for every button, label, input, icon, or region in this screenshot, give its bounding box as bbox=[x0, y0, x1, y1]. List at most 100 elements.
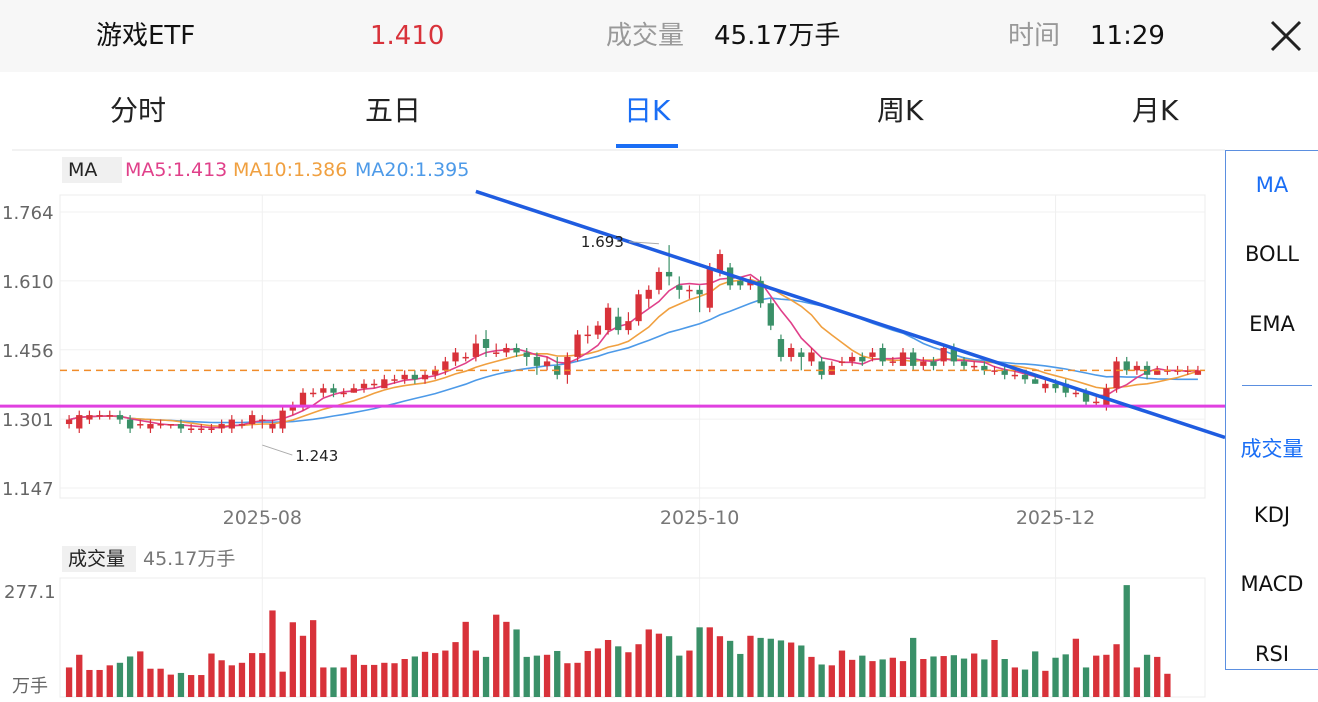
volume-bar bbox=[126, 656, 134, 697]
volume-bar bbox=[930, 656, 937, 697]
price-tick-label: 1.147 bbox=[2, 479, 54, 500]
ma5-legend: MA5:1.413 bbox=[125, 159, 228, 181]
candle-body bbox=[645, 289, 652, 299]
indicator-macd[interactable]: MACD bbox=[1240, 572, 1304, 596]
candle-body bbox=[1042, 383, 1049, 389]
tab-weekly-k[interactable]: 周K bbox=[877, 94, 924, 127]
volume-bar bbox=[747, 635, 754, 697]
candle-body bbox=[533, 356, 541, 366]
indicator-kdj[interactable]: KDJ bbox=[1253, 503, 1291, 527]
volume-bar bbox=[1123, 585, 1130, 697]
candle-body bbox=[960, 361, 968, 366]
candle-body bbox=[65, 419, 73, 425]
candle-body bbox=[1062, 383, 1069, 393]
candle-body bbox=[1001, 370, 1008, 375]
volume-bar bbox=[554, 650, 561, 697]
candle-body bbox=[818, 361, 825, 375]
volume-bar bbox=[523, 656, 530, 697]
candle-body bbox=[289, 406, 296, 411]
volume-bar bbox=[381, 662, 388, 697]
candle-body bbox=[116, 415, 124, 420]
volume-bar bbox=[167, 674, 174, 697]
tab-five-day[interactable]: 五日 bbox=[365, 94, 422, 127]
candle-body bbox=[981, 365, 988, 371]
volume-bar bbox=[360, 664, 368, 697]
candle-body bbox=[838, 361, 846, 363]
candle-body bbox=[625, 321, 632, 331]
trend-line bbox=[475, 189, 1225, 440]
volume-bar bbox=[594, 648, 602, 697]
tab-daily-k[interactable]: 日K bbox=[624, 94, 671, 127]
volume-bar bbox=[1011, 667, 1019, 697]
candle-body bbox=[706, 267, 713, 308]
candle-body bbox=[584, 334, 591, 337]
candle-body bbox=[696, 289, 703, 295]
volume-bar bbox=[472, 650, 480, 697]
candle-body bbox=[299, 392, 307, 407]
time-value: 11:29 bbox=[1090, 21, 1165, 51]
candle-body bbox=[1184, 370, 1191, 372]
candle-body bbox=[360, 383, 368, 389]
candle-body bbox=[238, 424, 246, 426]
candle-body bbox=[482, 339, 490, 348]
candle-body bbox=[198, 428, 205, 431]
volume-bar bbox=[737, 653, 744, 697]
volume-indicator-label: 成交量 bbox=[62, 546, 136, 572]
volume-bar bbox=[1103, 654, 1110, 697]
tab-intraday[interactable]: 分时 bbox=[110, 94, 167, 127]
date-tick-label: 2025-12 bbox=[1016, 507, 1095, 529]
candle-body bbox=[604, 307, 612, 331]
ma10-line bbox=[68, 278, 1199, 428]
volume-bar bbox=[920, 658, 927, 697]
volume-bar bbox=[1093, 655, 1100, 697]
volume-bar bbox=[635, 644, 642, 697]
volume-bar bbox=[198, 675, 205, 697]
volume-bar bbox=[828, 665, 835, 697]
volume-bar bbox=[279, 671, 286, 697]
candle-body bbox=[808, 352, 815, 362]
volume-bar bbox=[604, 639, 612, 697]
period-tabs: 分时 五日 日K 周K 月K bbox=[0, 72, 1318, 150]
indicator-ema[interactable]: EMA bbox=[1249, 312, 1295, 336]
candle-body bbox=[523, 352, 530, 357]
date-tick-label: 2025-10 bbox=[660, 507, 739, 529]
candle-body bbox=[228, 419, 235, 429]
indicator-volume[interactable]: 成交量 bbox=[1240, 437, 1304, 461]
indicator-boll[interactable]: BOLL bbox=[1245, 242, 1299, 266]
candle-body bbox=[920, 361, 927, 366]
volume-bar bbox=[421, 651, 429, 697]
volume-bar bbox=[798, 645, 805, 697]
indicator-rsi[interactable]: RSI bbox=[1254, 642, 1290, 666]
indicator-ma[interactable]: MA bbox=[1255, 173, 1289, 197]
volume-bar bbox=[950, 655, 957, 697]
candle-body bbox=[1123, 361, 1130, 371]
close-icon[interactable] bbox=[1266, 16, 1306, 56]
volume-bar bbox=[1001, 658, 1008, 697]
candle-body bbox=[655, 271, 663, 290]
volume-bar bbox=[787, 642, 795, 697]
volume-bar bbox=[696, 627, 703, 697]
candle-body bbox=[777, 339, 785, 357]
volume-bar bbox=[187, 675, 195, 697]
volume-bar bbox=[899, 661, 907, 697]
volume-bar bbox=[177, 672, 185, 697]
candle-body bbox=[1154, 370, 1161, 375]
candle-body bbox=[930, 361, 937, 366]
volume-bar bbox=[248, 653, 256, 697]
candle-body bbox=[126, 419, 134, 429]
ma10-legend: MA10:1.386 bbox=[233, 159, 348, 181]
candle-body bbox=[320, 388, 327, 393]
date-tick-label: 2025-08 bbox=[223, 507, 302, 529]
volume-bar bbox=[818, 664, 825, 697]
kline-chart[interactable]: 1.764 1.610 1.456 1.301 1.147 2025-08 2025-10 2… bbox=[0, 0, 1225, 702]
candle-body bbox=[432, 370, 439, 375]
volume-bar bbox=[269, 610, 276, 697]
candle-body bbox=[676, 285, 683, 290]
volume-bar bbox=[320, 667, 327, 697]
candle-body bbox=[737, 280, 744, 286]
price-tick-label: 1.301 bbox=[2, 410, 54, 431]
tab-monthly-k[interactable]: 月K bbox=[1132, 94, 1179, 127]
volume-bar bbox=[543, 654, 551, 697]
volume-bar bbox=[971, 653, 978, 697]
active-tab-indicator bbox=[616, 144, 678, 148]
